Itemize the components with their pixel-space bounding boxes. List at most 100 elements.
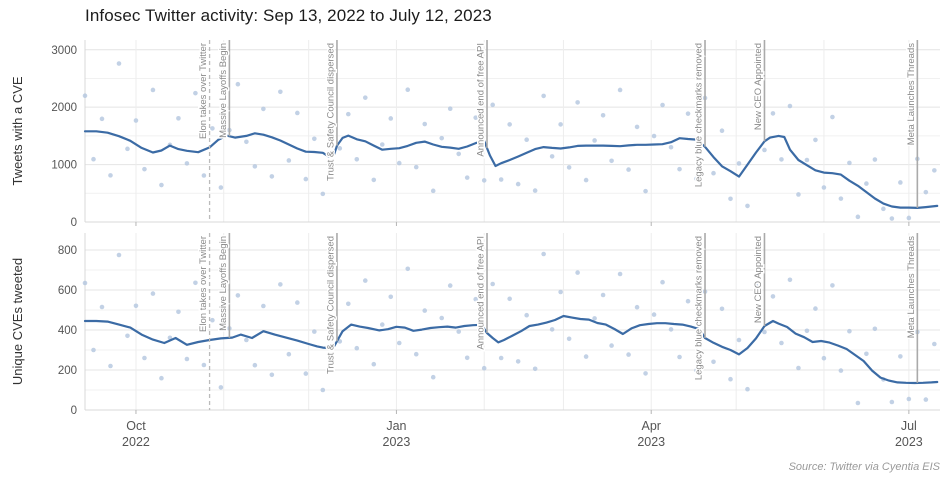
scatter-point <box>150 291 156 296</box>
scatter-point <box>481 365 487 371</box>
scatter-point <box>210 317 215 323</box>
scatter-point <box>422 308 428 313</box>
scatter-point <box>532 366 538 372</box>
scatter-point <box>694 368 699 373</box>
scatter-point <box>566 336 572 342</box>
scatter-point <box>864 351 869 357</box>
x-tick-year: 2022 <box>122 435 150 449</box>
scatter-point <box>405 266 411 272</box>
scatter-point <box>515 181 521 187</box>
scatter-point <box>779 340 784 346</box>
scatter-point <box>447 106 453 112</box>
event-label: Meta Launches Threads <box>906 236 917 339</box>
scatter-point <box>643 188 648 194</box>
scatter-point <box>796 365 801 371</box>
scatter-point <box>286 158 292 163</box>
scatter-point <box>932 341 937 347</box>
scatter-point <box>609 158 614 164</box>
scatter-point <box>864 181 869 186</box>
scatter-point <box>456 151 462 157</box>
x-tick-year: 2023 <box>895 435 923 449</box>
scatter-point <box>753 99 759 104</box>
scatter-point <box>439 135 445 141</box>
scatter-point <box>371 361 377 367</box>
scatter-point <box>898 180 903 185</box>
scatter-point <box>821 185 827 190</box>
scatter-point <box>660 279 665 285</box>
scatter-point <box>541 251 546 257</box>
scatter-point <box>872 326 878 332</box>
scatter-point <box>796 192 801 197</box>
scatter-point <box>193 90 198 96</box>
scatter-point <box>728 196 733 202</box>
scatter-point <box>898 354 903 359</box>
scatter-point <box>99 304 105 310</box>
scatter-point <box>184 161 190 166</box>
scatter-point <box>473 296 478 302</box>
scatter-point <box>269 372 275 378</box>
scatter-point <box>261 106 266 112</box>
trend-line <box>83 314 939 385</box>
scatter-point <box>490 102 495 108</box>
scatter-point <box>82 93 88 98</box>
scatter-point <box>575 270 580 275</box>
scatter-point <box>498 355 504 361</box>
scatter-point <box>847 328 852 334</box>
scatter-point <box>490 281 495 287</box>
scatter-point <box>643 371 648 376</box>
scatter-point <box>626 167 631 172</box>
scatter-point <box>320 191 326 197</box>
scatter-series <box>82 61 937 221</box>
scatter-point <box>566 165 572 170</box>
y-tick-label: 0 <box>71 405 77 417</box>
y-tick-label: 0 <box>71 217 77 229</box>
scatter-point <box>159 375 164 381</box>
x-tick-year: 2023 <box>637 435 665 449</box>
scatter-point <box>371 177 377 183</box>
scatter-point <box>770 294 776 299</box>
scatter-point <box>303 176 309 182</box>
scatter-point <box>932 168 937 173</box>
event-label: Massive Layoffs Begin <box>218 43 229 138</box>
scatter-point <box>558 289 563 295</box>
scatter-point <box>413 351 419 357</box>
scatter-point <box>575 100 580 105</box>
panel-unique-cves-tweeted: Elon takes over Twitter Massive Layoffs B… <box>10 233 940 417</box>
scatter-point <box>668 144 674 150</box>
scatter-point <box>295 300 300 305</box>
scatter-point <box>193 280 198 286</box>
scatter-point <box>210 126 215 131</box>
scatter-point <box>872 157 878 162</box>
scatter-point <box>651 133 657 139</box>
y-tick-label: 600 <box>58 285 77 297</box>
scatter-point <box>396 160 402 166</box>
scatter-point <box>651 312 657 317</box>
event-label: New CEO Appointed <box>753 43 764 130</box>
scatter-point <box>235 81 241 87</box>
scatter-point <box>804 157 810 163</box>
scatter-point <box>405 87 411 93</box>
scatter-point <box>838 368 844 373</box>
scatter-point <box>592 138 597 143</box>
scatter-point <box>830 283 835 288</box>
scatter-point <box>116 61 122 66</box>
x-tick-month: Jan <box>386 419 406 433</box>
scatter-point <box>906 215 912 221</box>
scatter-point <box>541 93 546 99</box>
scatter-point <box>770 111 776 116</box>
scatter-point <box>668 327 674 332</box>
scatter-point <box>379 322 385 327</box>
scatter-point <box>176 309 181 315</box>
scatter-point <box>923 397 929 402</box>
source-credit: Source: Twitter via Cyentia EIS <box>788 461 940 473</box>
x-tick-month: Apr <box>641 419 660 433</box>
scatter-point <box>736 161 742 166</box>
scatter-point <box>855 214 861 220</box>
scatter-point <box>286 351 292 357</box>
scatter-point <box>881 206 886 212</box>
scatter-point <box>626 352 631 357</box>
scatter-point <box>838 196 844 201</box>
scatter-point <box>464 355 470 361</box>
event-label: Meta Launches Threads <box>906 43 917 146</box>
scatter-point <box>456 329 462 334</box>
